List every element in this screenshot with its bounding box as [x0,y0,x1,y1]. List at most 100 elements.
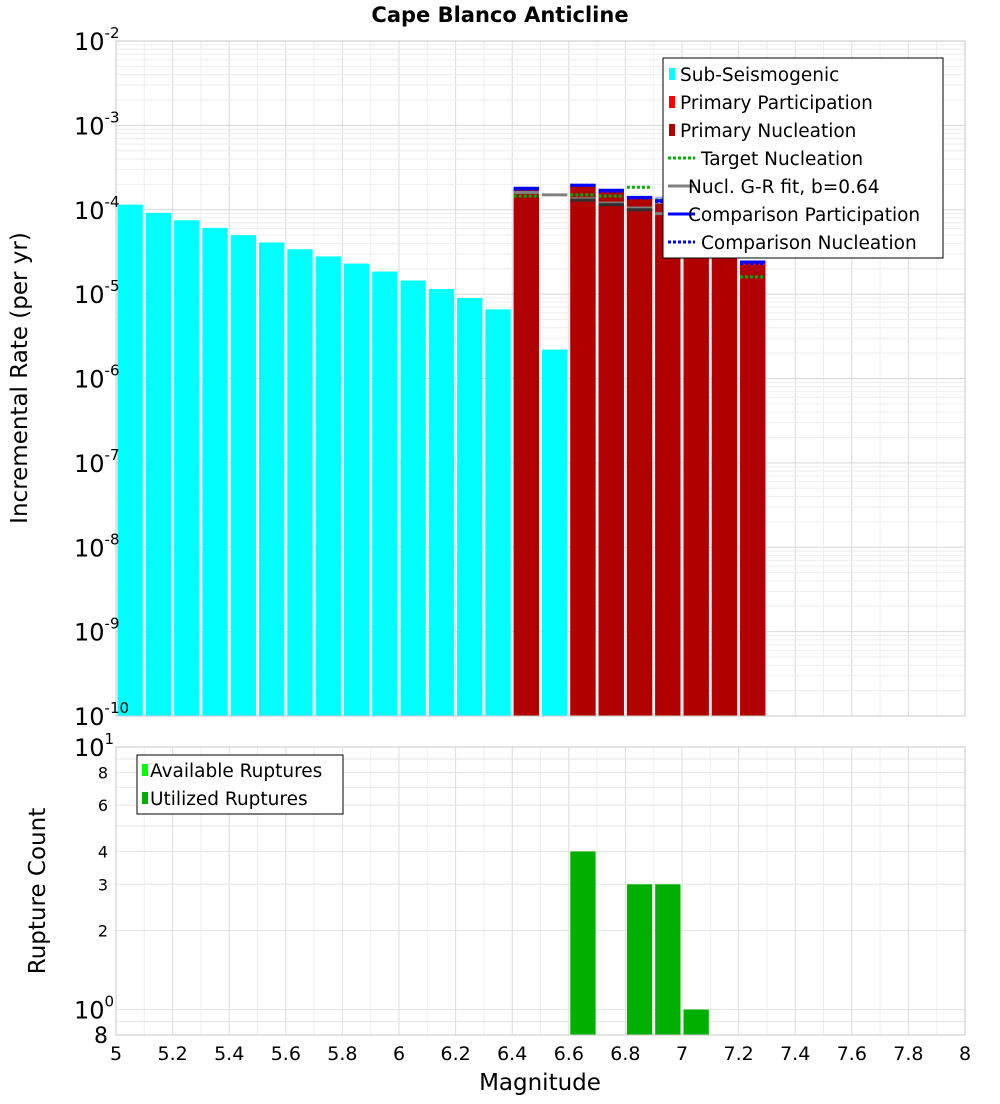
sub-seismogenic-bar [457,297,483,716]
x-tick-label: 6.4 [497,1043,527,1065]
top-legend-label: Comparison Participation [688,205,920,226]
bottom-legend-label: Available Ruptures [150,761,322,782]
top-y-tick-label: 10-8 [74,530,120,562]
y-tick-exponent: -4 [105,193,120,211]
x-tick-label: 7.6 [837,1043,867,1065]
x-tick-label: 6.6 [554,1043,584,1065]
y-tick-base: 10 [74,534,105,562]
x-tick-label: 7.8 [893,1043,923,1065]
x-tick-label: 5.4 [214,1043,244,1065]
x-tick-label: 5.2 [157,1043,187,1065]
top-legend-label: Primary Participation [680,93,873,114]
sub-seismogenic-bar [145,212,172,716]
sub-seismogenic-bar [117,204,143,717]
legend-swatch-bar [142,764,148,776]
top-legend-label: Target Nucleation [700,149,863,170]
y-tick-base: 10 [74,28,105,56]
top-y-tick-label: 10-10 [74,699,129,731]
x-tick-label: 6.2 [440,1043,470,1065]
utilized-ruptures-bar [626,884,653,1035]
top-y-tick-label: 10-6 [74,362,120,394]
bottom-y-major-label: 100 [74,993,114,1025]
utilized-ruptures-bar [655,884,681,1035]
x-tick-label: 5.6 [271,1043,301,1065]
top-legend-label: Nucl. G-R fit, b=0.64 [688,177,880,198]
y-tick-base: 10 [74,366,105,394]
sub-seismogenic-bar [202,227,228,716]
utilized-ruptures-bar [570,851,596,1035]
sub-seismogenic-bar [485,309,511,716]
x-tick-label: 5.8 [327,1043,357,1065]
primary-nucleation-bar [655,203,681,716]
y-tick-exponent: -3 [105,108,120,126]
y-tick-exponent: -5 [105,277,120,295]
top-y-tick-label: 10-5 [74,277,120,309]
top-y-axis-label: Incremental Rate (per yr) [7,232,33,524]
primary-nucleation-bar [626,198,653,717]
y-tick-exponent: -8 [105,530,120,548]
y-tick-base: 10 [74,734,105,762]
top-y-tick-label: 10-2 [74,24,120,56]
chart-title: Cape Blanco Anticline [371,3,628,27]
bottom-legend-label: Utilized Ruptures [150,789,308,810]
bottom-plot-border [115,746,966,1036]
top-panel: 10-1010-910-810-710-610-510-410-310-2Cap… [7,3,966,731]
y-tick-exponent: 0 [105,993,115,1011]
top-y-tick-label: 10-7 [74,446,120,478]
sub-seismogenic-bar [174,220,200,717]
bottom-y-tick-label: 3 [98,875,108,894]
y-tick-exponent: 1 [105,730,115,748]
top-y-tick-label: 10-4 [74,193,120,225]
x-tick-label: 7.2 [723,1043,753,1065]
top-y-tick-label: 10-3 [74,108,120,140]
sub-seismogenic-bar [428,289,455,716]
primary-nucleation-bar [683,220,709,717]
primary-nucleation-bar [598,191,624,717]
sub-seismogenic-bar [315,256,341,716]
sub-seismogenic-bar [287,249,313,716]
top-legend-label: Primary Nucleation [680,121,856,142]
primary-nucleation-bar [570,186,596,716]
y-tick-base: 10 [74,281,105,309]
sub-seismogenic-bar [259,242,285,716]
bottom-y-tick-label: 8 [94,1024,108,1049]
y-tick-base: 10 [74,450,105,478]
y-tick-exponent: -2 [105,24,120,42]
primary-nucleation-bar [740,265,766,716]
x-tick-label: 7 [676,1043,688,1065]
bottom-y-tick-label: 8 [98,763,108,782]
x-tick-label: 5 [110,1043,122,1065]
x-axis-label: Magnitude [479,1070,601,1096]
bottom-y-major-label: 101 [74,730,114,762]
top-legend-box [662,57,944,259]
y-tick-exponent: -6 [105,362,120,380]
x-tick-label: 7.4 [780,1043,810,1065]
y-tick-exponent: -10 [105,699,130,717]
top-y-tick-label: 10-9 [74,615,120,647]
primary-nucleation-bar [513,189,539,717]
utilized-ruptures-bar [683,1009,709,1035]
y-tick-exponent: -7 [105,446,120,464]
legend-swatch-bar [669,96,675,108]
x-tick-label: 6 [393,1043,405,1065]
sub-seismogenic-bar [400,280,426,716]
bottom-legend-box [136,754,344,815]
x-tick-label: 8 [959,1043,971,1065]
bottom-y-axis-label: Rupture Count [25,808,51,974]
y-tick-base: 10 [74,197,105,225]
sub-seismogenic-bar [343,263,370,716]
y-tick-base: 10 [74,703,105,731]
y-tick-base: 10 [74,997,105,1025]
top-legend-label: Sub-Seismogenic [680,65,839,86]
bottom-y-tick-label: 6 [98,796,108,815]
top-plot-border [115,40,966,717]
legend-swatch-bar [669,124,675,136]
y-tick-base: 10 [74,112,105,140]
legend-swatch-bar [669,68,675,80]
y-tick-exponent: -9 [105,615,120,633]
sub-seismogenic-bar [542,349,568,716]
primary-nucleation-bar [711,233,738,716]
